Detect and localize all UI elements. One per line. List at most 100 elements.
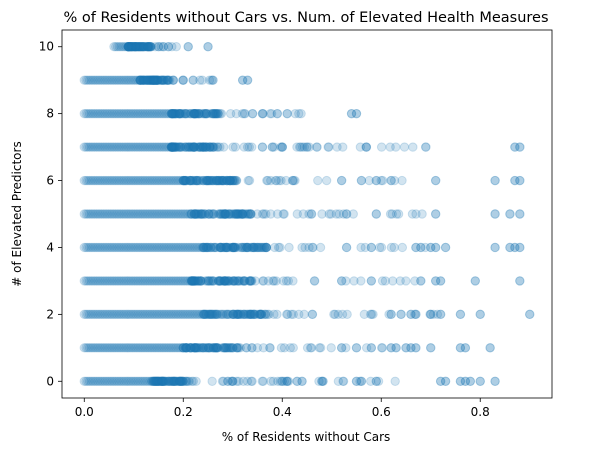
- data-point: [189, 209, 199, 219]
- data-point-outlier: [515, 276, 525, 286]
- data-point: [169, 242, 180, 253]
- data-point-outlier: [515, 142, 525, 152]
- data-point-outlier: [460, 376, 471, 386]
- data-point: [178, 376, 188, 386]
- data-point: [189, 142, 199, 152]
- x-tick-label: 0.2: [174, 405, 193, 419]
- data-point: [181, 209, 192, 219]
- data-point: [302, 343, 313, 353]
- data-point: [185, 343, 195, 353]
- data-point: [292, 142, 302, 152]
- data-point: [126, 309, 136, 320]
- data-point: [203, 309, 213, 320]
- data-point: [274, 175, 284, 186]
- data-point: [417, 209, 427, 219]
- data-point: [117, 209, 128, 219]
- data-point-outlier: [203, 42, 213, 52]
- data-point: [373, 376, 384, 386]
- y-tick-label: 6: [46, 174, 54, 188]
- data-point: [103, 309, 114, 320]
- data-point: [214, 175, 225, 186]
- data-point: [330, 309, 340, 320]
- data-point: [194, 108, 204, 119]
- data-point: [169, 142, 179, 152]
- data-point: [148, 276, 159, 286]
- data-point: [156, 376, 166, 386]
- data-point: [334, 209, 344, 219]
- data-point: [279, 376, 290, 386]
- data-point: [244, 309, 254, 320]
- data-point: [164, 175, 174, 186]
- data-point: [153, 376, 163, 386]
- data-point-outlier: [272, 108, 282, 119]
- data-point: [217, 276, 228, 286]
- data-point: [164, 309, 174, 320]
- data-point: [420, 242, 431, 253]
- data-point: [79, 376, 89, 386]
- data-point: [169, 376, 180, 386]
- data-point: [95, 376, 105, 386]
- data-point: [308, 242, 318, 253]
- data-point: [171, 343, 181, 353]
- data-point: [169, 376, 180, 386]
- data-point: [178, 376, 188, 386]
- data-point: [79, 142, 89, 152]
- data-point: [136, 276, 147, 286]
- data-point: [408, 142, 418, 152]
- data-point: [167, 142, 178, 152]
- data-point: [143, 309, 154, 320]
- data-point: [201, 142, 211, 152]
- data-point: [203, 175, 214, 186]
- data-point: [84, 108, 95, 119]
- data-point: [261, 242, 272, 253]
- data-point: [245, 276, 256, 286]
- data-point: [258, 276, 269, 286]
- data-point: [88, 142, 98, 152]
- data-point: [169, 142, 180, 152]
- data-point: [141, 142, 152, 152]
- data-point: [157, 142, 167, 152]
- data-point: [228, 309, 239, 320]
- data-point: [239, 276, 250, 286]
- data-point: [219, 276, 229, 286]
- data-point: [145, 175, 155, 186]
- data-point: [103, 343, 114, 353]
- data-point: [124, 376, 135, 386]
- data-point: [121, 108, 131, 119]
- data-point: [306, 209, 316, 219]
- data-point: [110, 108, 121, 119]
- data-point: [135, 209, 145, 219]
- data-point: [157, 309, 167, 320]
- data-point: [117, 276, 128, 286]
- data-point: [95, 309, 105, 320]
- data-point: [179, 175, 189, 186]
- data-point: [188, 309, 199, 320]
- data-point: [341, 276, 351, 286]
- data-point: [96, 175, 107, 186]
- data-point: [195, 142, 205, 152]
- data-point: [81, 376, 91, 386]
- data-point: [160, 376, 170, 386]
- data-point: [226, 242, 236, 253]
- data-point: [192, 276, 203, 286]
- data-point: [248, 309, 258, 320]
- data-point: [86, 276, 96, 286]
- data-point: [216, 276, 226, 286]
- data-point: [136, 175, 147, 186]
- data-point: [196, 276, 206, 286]
- data-point: [230, 142, 241, 152]
- data-point: [188, 276, 199, 286]
- data-point: [141, 276, 152, 286]
- data-point: [147, 209, 157, 219]
- data-point: [95, 142, 105, 152]
- data-point: [128, 142, 138, 152]
- data-point: [178, 175, 188, 186]
- data-point: [191, 343, 202, 353]
- data-point: [254, 309, 265, 320]
- data-point-outlier: [515, 242, 525, 253]
- data-point: [210, 343, 220, 353]
- data-point: [261, 242, 272, 253]
- data-point: [295, 142, 306, 152]
- data-point: [185, 242, 195, 253]
- data-point: [221, 276, 231, 286]
